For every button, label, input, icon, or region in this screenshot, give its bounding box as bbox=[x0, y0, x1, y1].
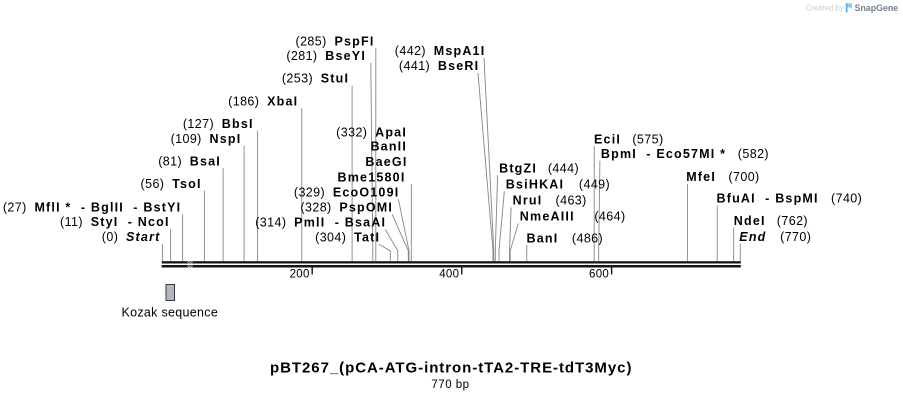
svg-text:600: 600 bbox=[589, 268, 609, 280]
svg-text:(186) XbaI: (186) XbaI bbox=[228, 94, 298, 108]
svg-text:BsiHKAI (449): BsiHKAI (449) bbox=[506, 178, 610, 192]
svg-text:(81) BsaI: (81) BsaI bbox=[158, 154, 221, 168]
svg-text:(11) StyI - NcoI: (11) StyI - NcoI bbox=[60, 215, 170, 229]
svg-text:(56) TsoI: (56) TsoI bbox=[141, 177, 202, 191]
svg-text:BanII: BanII bbox=[370, 140, 407, 154]
svg-text:(285) PspFI: (285) PspFI bbox=[296, 34, 375, 48]
svg-text:Bme1580I: Bme1580I bbox=[338, 170, 406, 184]
svg-text:(127) BbsI: (127) BbsI bbox=[183, 117, 254, 131]
svg-text:(27) MflI * - BglII - BstYI: (27) MflI * - BglII - BstYI bbox=[3, 201, 181, 215]
svg-text:(109) NspI: (109) NspI bbox=[171, 132, 242, 146]
svg-text:400: 400 bbox=[439, 268, 459, 280]
svg-text:(329) EcoO109I: (329) EcoO109I bbox=[294, 185, 400, 199]
svg-text:(304) TatI: (304) TatI bbox=[315, 231, 380, 245]
svg-text:770 bp: 770 bp bbox=[431, 379, 469, 391]
svg-text:SnapGene: SnapGene bbox=[855, 3, 899, 13]
svg-text:(332) ApaI: (332) ApaI bbox=[336, 125, 407, 139]
svg-text:200: 200 bbox=[290, 268, 310, 280]
svg-text:End (770): End (770) bbox=[739, 230, 811, 244]
svg-text:(442) MspA1I: (442) MspA1I bbox=[395, 44, 486, 58]
svg-text:(314) PmlI - BsaAI: (314) PmlI - BsaAI bbox=[255, 216, 386, 230]
svg-text:(441) BseRI: (441) BseRI bbox=[399, 59, 479, 73]
svg-text:NruI (463): NruI (463) bbox=[513, 194, 587, 208]
svg-text:BpmI - Eco57MI * (582): BpmI - Eco57MI * (582) bbox=[601, 147, 769, 161]
svg-text:NmeAIII (464): NmeAIII (464) bbox=[520, 210, 626, 224]
svg-text:BtgZI (444): BtgZI (444) bbox=[499, 162, 579, 176]
svg-text:pBT267_(pCA-ATG-intron-tTA2-TR: pBT267_(pCA-ATG-intron-tTA2-TRE-tdT3Myc) bbox=[270, 359, 632, 376]
svg-text:MfeI (700): MfeI (700) bbox=[686, 170, 759, 184]
svg-text:NdeI (762): NdeI (762) bbox=[734, 214, 808, 228]
svg-text:Kozak sequence: Kozak sequence bbox=[121, 305, 218, 319]
svg-text:(281) BseYI: (281) BseYI bbox=[286, 49, 366, 63]
svg-text:(328) PspOMI: (328) PspOMI bbox=[300, 201, 393, 215]
svg-text:(253) StuI: (253) StuI bbox=[282, 72, 349, 86]
svg-text:BfuAI - BspMI (740): BfuAI - BspMI (740) bbox=[717, 192, 863, 206]
svg-text:BanI (486): BanI (486) bbox=[527, 231, 604, 245]
svg-text:EciI (575): EciI (575) bbox=[594, 132, 664, 146]
svg-text:BaeGI: BaeGI bbox=[365, 155, 407, 169]
svg-text:Created by: Created by bbox=[806, 4, 844, 13]
svg-text:(0) Start: (0) Start bbox=[102, 230, 161, 244]
